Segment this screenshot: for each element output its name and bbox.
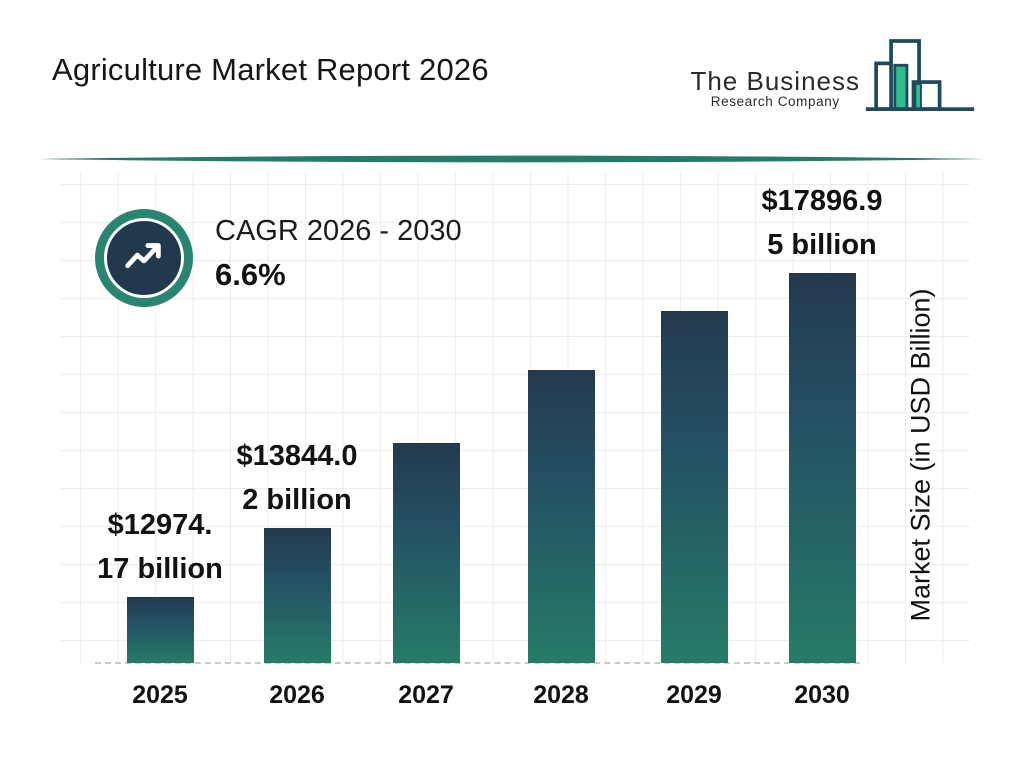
bar-2030 [788,273,856,663]
y-axis-label: Market Size (in USD Billion) [905,288,936,622]
year-label-2026: 2026 [269,681,325,709]
bar-chart: $12974. 17 billion $13844.0 2 billion $17896… [60,172,970,664]
value-label-2025: $12974. 17 billion [97,509,223,585]
year-label-2029: 2029 [666,681,722,709]
bar-2026 [263,528,331,663]
year-label-2030: 2030 [794,681,850,709]
logo-text: The Business Research Company [690,68,860,123]
cagr-circle [95,209,193,307]
cagr-badge: CAGR 2026 - 2030 6.6% [95,209,462,307]
bar-2028 [527,370,595,663]
cagr-value: 6.6% [215,257,286,292]
cagr-text: CAGR 2026 - 2030 6.6% [215,209,462,293]
logo-bars-icon [864,34,976,123]
year-label-2028: 2028 [533,681,589,709]
cagr-period: CAGR 2026 - 2030 [215,215,462,247]
x-axis-baseline [95,662,860,664]
divider-line [38,152,986,164]
logo-name: The Business [690,66,860,96]
logo-subname: Research Company [710,94,840,109]
year-label-2027: 2027 [398,681,454,709]
year-label-2025: 2025 [132,681,188,709]
bar-2025 [126,597,194,663]
value-label-2026: $13844.0 2 billion [236,440,358,516]
company-logo: The Business Research Company [690,34,976,123]
bar-2029 [660,311,728,663]
bar-2027 [392,443,460,663]
trending-up-icon [104,218,184,298]
page-title: Agriculture Market Report 2026 [52,52,489,87]
value-label-2030: $17896.9 5 billion [761,185,883,261]
